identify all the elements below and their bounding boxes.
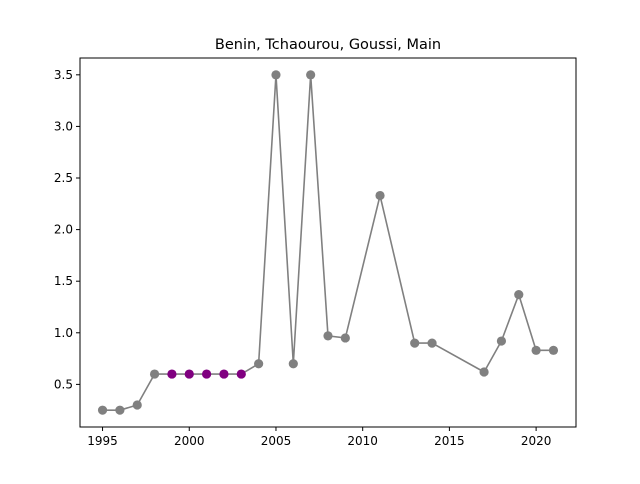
y-tick-label: 3.5 bbox=[54, 68, 73, 82]
x-tick-label: 2000 bbox=[174, 434, 205, 448]
data-point bbox=[479, 367, 489, 377]
data-point bbox=[219, 369, 229, 379]
y-tick-label: 1.5 bbox=[54, 274, 73, 288]
x-tick-label: 1995 bbox=[87, 434, 118, 448]
x-tick-label: 2015 bbox=[434, 434, 465, 448]
data-point bbox=[375, 190, 385, 201]
data-point bbox=[236, 369, 246, 379]
y-tick-label: 1.0 bbox=[54, 326, 73, 340]
y-tick-label: 2.0 bbox=[54, 223, 73, 237]
y-tick-label: 2.5 bbox=[54, 171, 73, 185]
y-tick-label: 0.5 bbox=[54, 377, 73, 391]
data-point bbox=[514, 290, 524, 300]
data-point bbox=[496, 336, 507, 346]
data-point bbox=[97, 405, 108, 415]
data-point bbox=[306, 70, 316, 80]
x-tick-label: 2020 bbox=[521, 434, 552, 448]
data-point bbox=[548, 345, 559, 355]
data-point bbox=[427, 338, 437, 348]
data-point bbox=[410, 338, 420, 348]
data-point bbox=[184, 369, 194, 379]
data-point bbox=[531, 345, 541, 355]
data-point bbox=[254, 359, 264, 369]
data-point bbox=[323, 331, 333, 341]
x-tick-label: 2005 bbox=[261, 434, 292, 448]
data-point bbox=[340, 333, 350, 343]
data-point bbox=[132, 400, 142, 410]
y-tick-label: 3.0 bbox=[54, 119, 73, 133]
data-point bbox=[115, 405, 125, 415]
data-point bbox=[167, 369, 177, 379]
x-tick-label: 2010 bbox=[347, 434, 378, 448]
data-point bbox=[271, 70, 281, 80]
plot-area: 1995 2000 2005 2010 2015 2020 0.5 1.0 1.5 2.0 2.5 3… bbox=[54, 57, 577, 448]
chart-title: Benin, Tchaourou, Goussi, Main bbox=[215, 37, 441, 53]
data-point bbox=[202, 369, 212, 379]
axes-frame bbox=[79, 57, 577, 428]
data-point bbox=[288, 359, 298, 369]
data-point bbox=[149, 369, 160, 379]
